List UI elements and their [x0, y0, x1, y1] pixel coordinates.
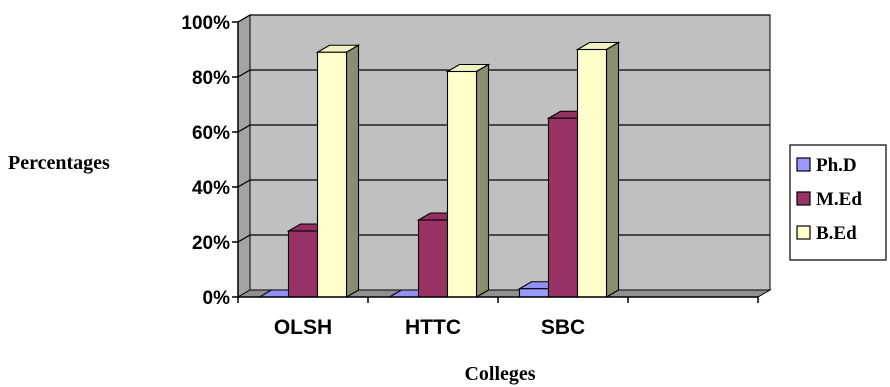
legend-swatch [796, 157, 811, 172]
axes [232, 21, 759, 303]
y-tick-label: 60% [192, 123, 230, 144]
legend-swatch [796, 191, 811, 206]
bar-bed-httc [445, 63, 491, 298]
y-tick-label: 100% [181, 13, 230, 34]
bar-bed-olsh [315, 44, 361, 298]
x-axis-title: Colleges [464, 363, 535, 385]
x-category-label: SBC [541, 316, 585, 339]
gridline-side [237, 234, 251, 243]
legend: Ph.D M.Ed B.Ed [789, 144, 887, 261]
y-tick-labels: 0% 20% 40% 60% 80% 100% [181, 13, 230, 309]
y-axis-title: Percentages [8, 152, 110, 174]
legend-label: M.Ed [816, 189, 862, 210]
x-category-label: OLSH [274, 316, 332, 339]
side-wall [237, 14, 251, 298]
y-tick-label: 0% [203, 288, 231, 309]
gridline-side [237, 69, 251, 78]
y-tick-label: 40% [192, 178, 230, 199]
gridline-side [237, 179, 251, 188]
gridline-side [237, 124, 251, 133]
y-tick-label: 80% [192, 68, 230, 89]
legend-label: B.Ed [816, 223, 857, 244]
gridline-side [237, 14, 251, 23]
x-category-label: HTTC [405, 316, 461, 339]
x-category-labels: OLSH HTTC SBC [274, 316, 585, 339]
legend-label: Ph.D [816, 155, 857, 176]
legend-swatch [796, 225, 811, 240]
bars [257, 41, 621, 298]
y-tick-label: 20% [192, 233, 230, 254]
bar-bed-sbc [575, 41, 621, 298]
